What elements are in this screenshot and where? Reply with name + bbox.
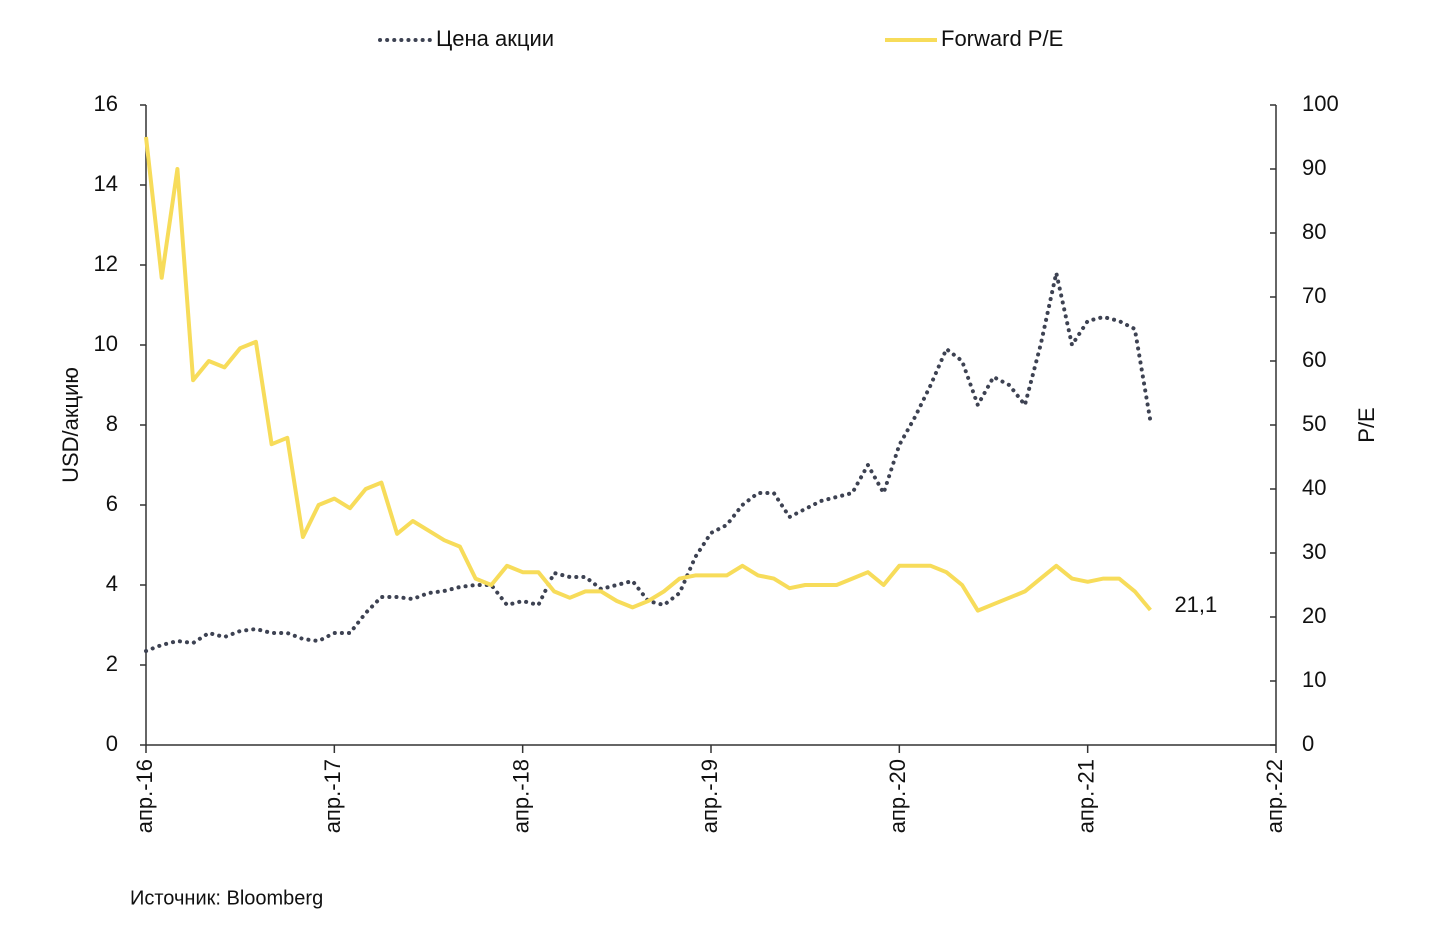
y2-axis-label: P/E (1354, 407, 1379, 442)
y2-tick-label: 100 (1302, 91, 1339, 116)
y-tick-label: 14 (94, 171, 118, 196)
legend-label: Forward P/E (941, 26, 1063, 51)
y2-tick-label: 50 (1302, 411, 1326, 436)
x-tick-label: апр.-18 (508, 759, 533, 833)
x-tick-label: апр.-20 (885, 759, 910, 833)
y-tick-label: 2 (106, 651, 118, 676)
y-tick-label: 16 (94, 91, 118, 116)
y2-tick-label: 10 (1302, 667, 1326, 692)
y-tick-label: 10 (94, 331, 118, 356)
y2-tick-label: 30 (1302, 539, 1326, 564)
y2-tick-label: 80 (1302, 219, 1326, 244)
y-tick-label: 12 (94, 251, 118, 276)
y2-tick-label: 70 (1302, 283, 1326, 308)
value-label: 21,1 (1174, 592, 1217, 617)
y-tick-label: 8 (106, 411, 118, 436)
y2-tick-label: 90 (1302, 155, 1326, 180)
y-tick-label: 0 (106, 731, 118, 756)
x-tick-label: апр.-17 (320, 759, 345, 833)
x-tick-label: апр.-22 (1262, 759, 1287, 833)
x-tick-label: апр.-16 (132, 759, 157, 833)
y-axis-label: USD/акцию (58, 367, 83, 483)
y-tick-label: 4 (106, 571, 118, 596)
y2-tick-label: 40 (1302, 475, 1326, 500)
source: Источник: Bloomberg (130, 887, 323, 909)
series-line (144, 271, 1153, 653)
legend-label: Цена акции (436, 26, 554, 51)
series-line (144, 136, 1152, 613)
x-tick-label: апр.-19 (697, 759, 722, 833)
y2-tick-label: 20 (1302, 603, 1326, 628)
y2-tick-label: 60 (1302, 347, 1326, 372)
y2-tick-label: 0 (1302, 731, 1314, 756)
y-tick-label: 6 (106, 491, 118, 516)
x-tick-label: апр.-21 (1073, 759, 1098, 833)
